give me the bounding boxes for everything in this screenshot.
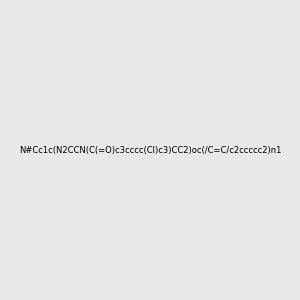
Text: N#Cc1c(N2CCN(C(=O)c3cccc(Cl)c3)CC2)oc(/C=C/c2ccccc2)n1: N#Cc1c(N2CCN(C(=O)c3cccc(Cl)c3)CC2)oc(/C…	[19, 146, 281, 154]
